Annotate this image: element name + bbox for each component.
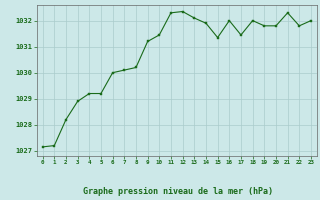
Text: Graphe pression niveau de la mer (hPa): Graphe pression niveau de la mer (hPa) bbox=[83, 187, 273, 196]
